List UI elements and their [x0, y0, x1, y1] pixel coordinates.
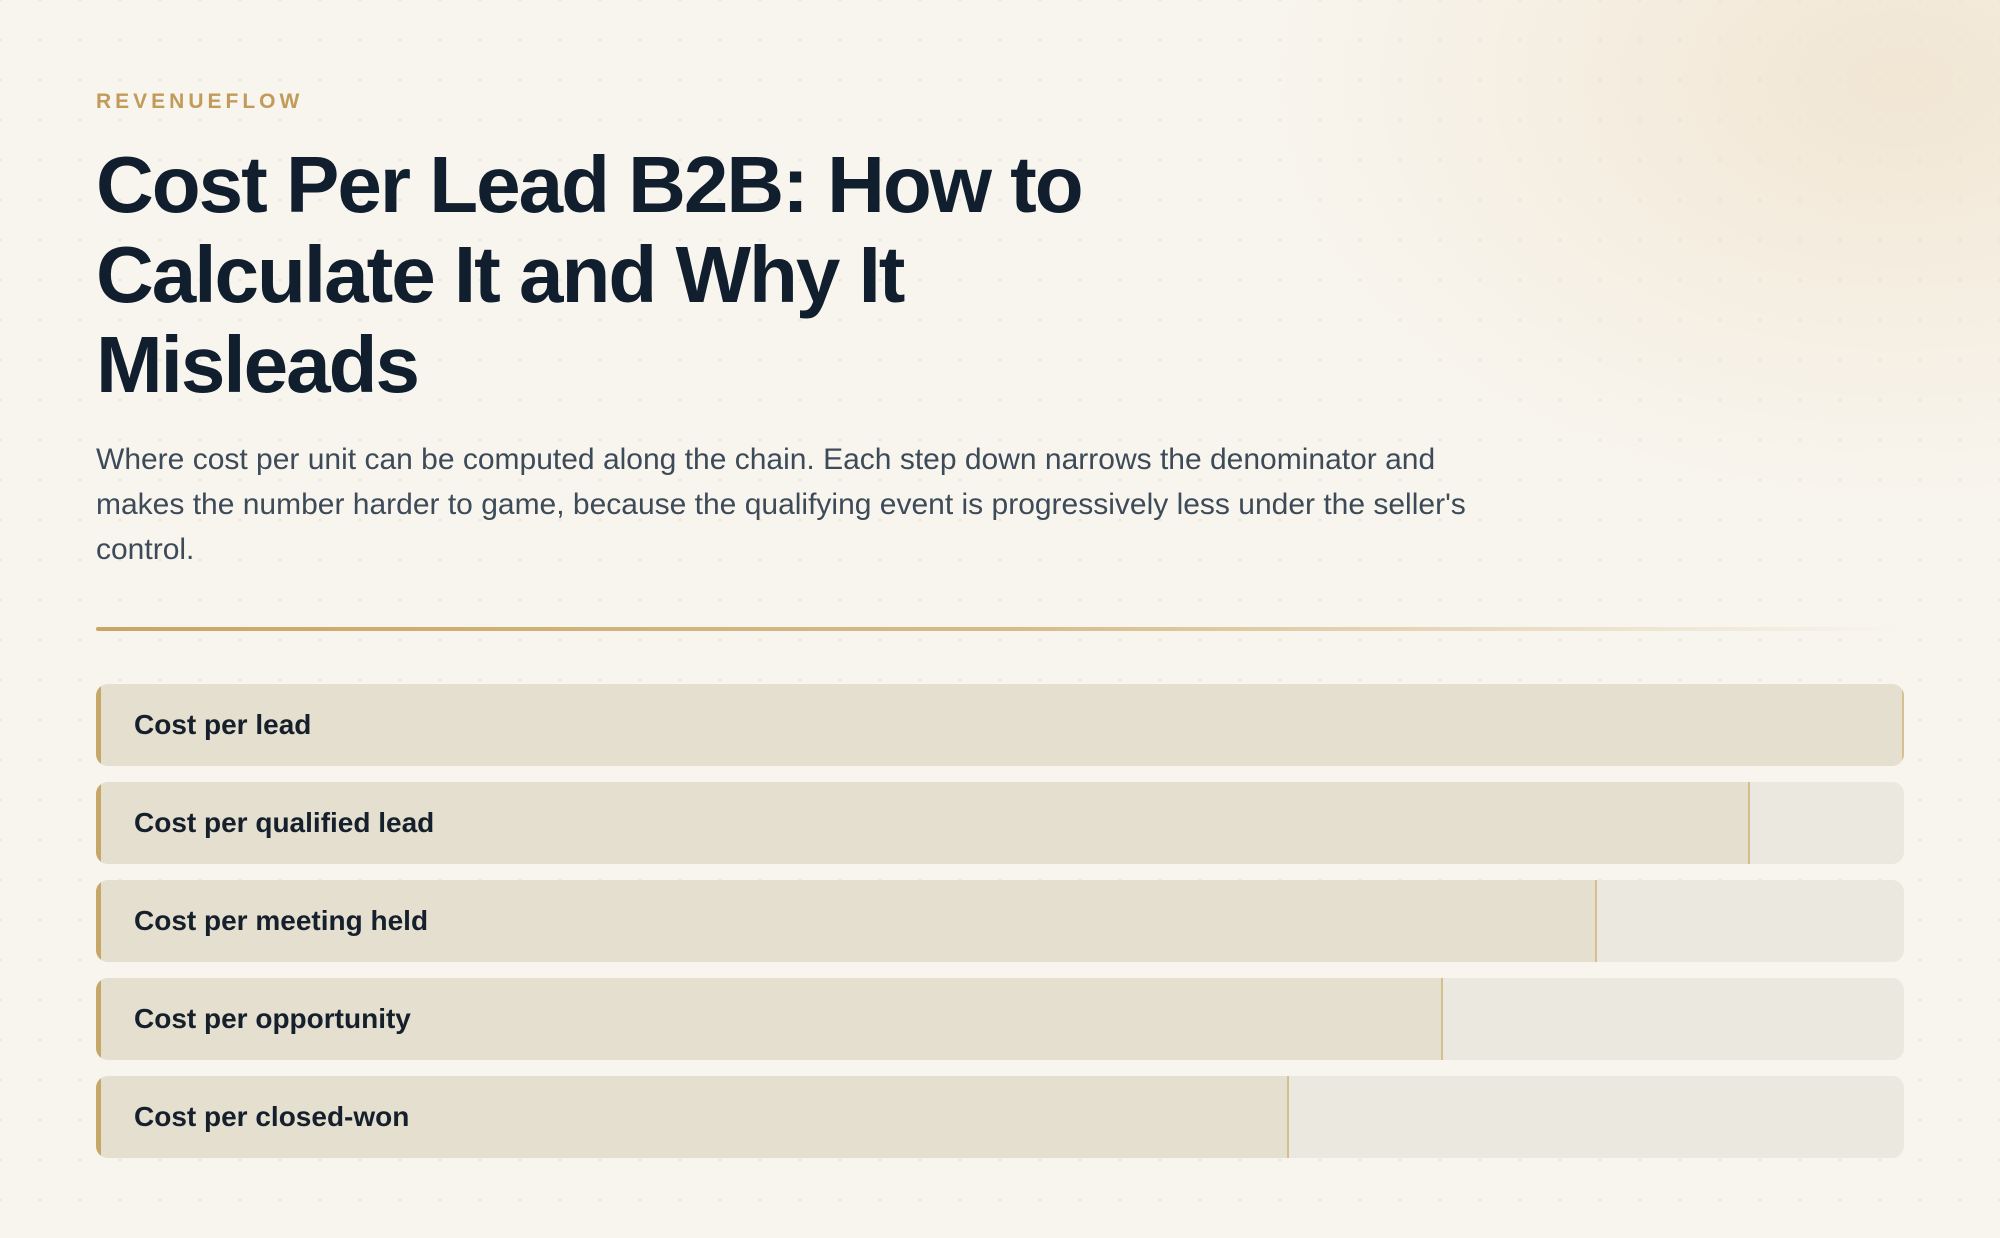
- bar-label: Cost per qualified lead: [134, 807, 435, 838]
- funnel-bar-chart: Cost per lead Cost per qualified lead Cost…: [96, 684, 1904, 1174]
- bar-accent: [96, 978, 101, 1060]
- bar-row: Cost per closed-won: [96, 1076, 1904, 1158]
- bar-label: Cost per lead: [134, 709, 312, 740]
- bar: [96, 1076, 1290, 1158]
- bar-label: Cost per closed-won: [134, 1101, 410, 1132]
- page-subtitle: Where cost per unit can be computed alon…: [96, 443, 1466, 566]
- bar: [96, 782, 1751, 864]
- bar-row: Cost per lead: [96, 684, 1904, 766]
- bar-accent: [96, 1076, 101, 1158]
- page-title: Cost Per Lead B2B: How to Calculate It a…: [96, 140, 1084, 409]
- bar-row: Cost per qualified lead: [96, 782, 1904, 864]
- bar-label: Cost per opportunity: [134, 1003, 411, 1034]
- bar: [96, 880, 1597, 962]
- bar: [96, 684, 1904, 766]
- bar-label: Cost per meeting held: [134, 905, 429, 936]
- bar-accent: [96, 782, 101, 864]
- bar-accent: [96, 880, 101, 962]
- bar-row: Cost per opportunity: [96, 978, 1904, 1060]
- brand-label: REVENUEFLOW: [96, 90, 304, 113]
- divider-rule: [96, 627, 1904, 631]
- bar-row: Cost per meeting held: [96, 880, 1904, 962]
- bar-accent: [96, 684, 101, 766]
- bar: [96, 978, 1443, 1060]
